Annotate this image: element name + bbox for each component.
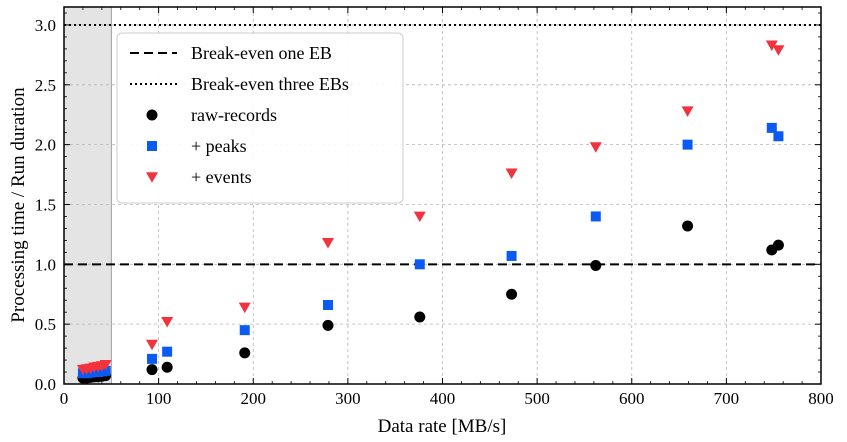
- y-tick-label: 0.0: [35, 375, 56, 394]
- data-point-events: [413, 211, 426, 223]
- legend-marker-swatch: [147, 141, 157, 151]
- x-tick-label: 100: [146, 389, 172, 408]
- legend: Break-even one EB Break-even three EBs raw…: [116, 32, 404, 204]
- data-point-peaks: [147, 353, 158, 364]
- x-tick-label: 0: [60, 389, 69, 408]
- data-point-peaks: [162, 346, 173, 357]
- data-point-raw-records: [590, 260, 602, 272]
- data-point-events: [772, 45, 785, 56]
- data-point-raw-records: [772, 239, 784, 251]
- data-point-raw-records: [506, 288, 518, 300]
- data-point-peaks: [414, 259, 425, 270]
- y-tick-label: 3.0: [35, 16, 56, 35]
- legend-label: + events: [191, 167, 252, 187]
- x-axis-label: Data rate [MB/s]: [378, 416, 507, 437]
- data-point-raw-records: [161, 361, 173, 373]
- data-point-raw-records: [239, 347, 251, 359]
- data-point-events: [146, 339, 159, 351]
- data-point-events: [322, 237, 335, 249]
- y-tick-label: 1.0: [35, 255, 56, 274]
- data-point-events: [238, 302, 251, 314]
- x-tick-label: 700: [714, 389, 740, 408]
- data-point-raw-records: [322, 319, 334, 331]
- data-point-raw-records: [414, 311, 426, 323]
- legend-marker-swatch: [146, 109, 158, 121]
- y-tick-label: 1.5: [35, 195, 56, 214]
- shaded-region: [63, 6, 112, 385]
- data-point-peaks: [682, 139, 693, 150]
- x-tick-label: 300: [335, 389, 361, 408]
- y-tick-label: 2.5: [35, 76, 56, 95]
- x-tick-label: 800: [808, 389, 834, 408]
- legend-label: Break-even three EBs: [191, 74, 349, 94]
- plot-area: 0 100 200 300 400 500 600 700 800 0.0 0.5 1.0 1.5 2.0…: [35, 6, 834, 408]
- legend-box: [116, 32, 404, 204]
- data-point-peaks: [506, 250, 517, 261]
- data-point-events: [99, 360, 112, 371]
- data-point-events: [505, 168, 518, 180]
- legend-label: raw-records: [191, 105, 277, 125]
- data-point-peaks: [590, 211, 601, 222]
- x-tick-label: 600: [619, 389, 645, 408]
- data-point-events: [681, 106, 694, 117]
- data-point-raw-records: [682, 220, 694, 232]
- legend-label: Break-even one EB: [191, 43, 332, 63]
- data-point-raw-records: [146, 364, 158, 376]
- x-tick-label: 400: [430, 389, 456, 408]
- data-point-events: [161, 316, 174, 328]
- legend-label: + peaks: [191, 136, 247, 156]
- y-tick-label: 0.5: [35, 315, 56, 334]
- data-point-events: [765, 40, 778, 51]
- data-point-peaks: [100, 365, 111, 376]
- legend-marker-swatch: [146, 172, 158, 183]
- x-tick-label: 200: [241, 389, 267, 408]
- x-tick-label: 500: [524, 389, 550, 408]
- data-point-peaks: [773, 131, 784, 142]
- data-point-events: [589, 142, 602, 153]
- y-axis-label: Processing time / Run duration: [8, 87, 29, 323]
- data-point-peaks: [323, 300, 334, 311]
- data-point-peaks: [766, 122, 777, 133]
- y-tick-label: 2.0: [35, 136, 56, 155]
- data-point-peaks: [239, 325, 250, 336]
